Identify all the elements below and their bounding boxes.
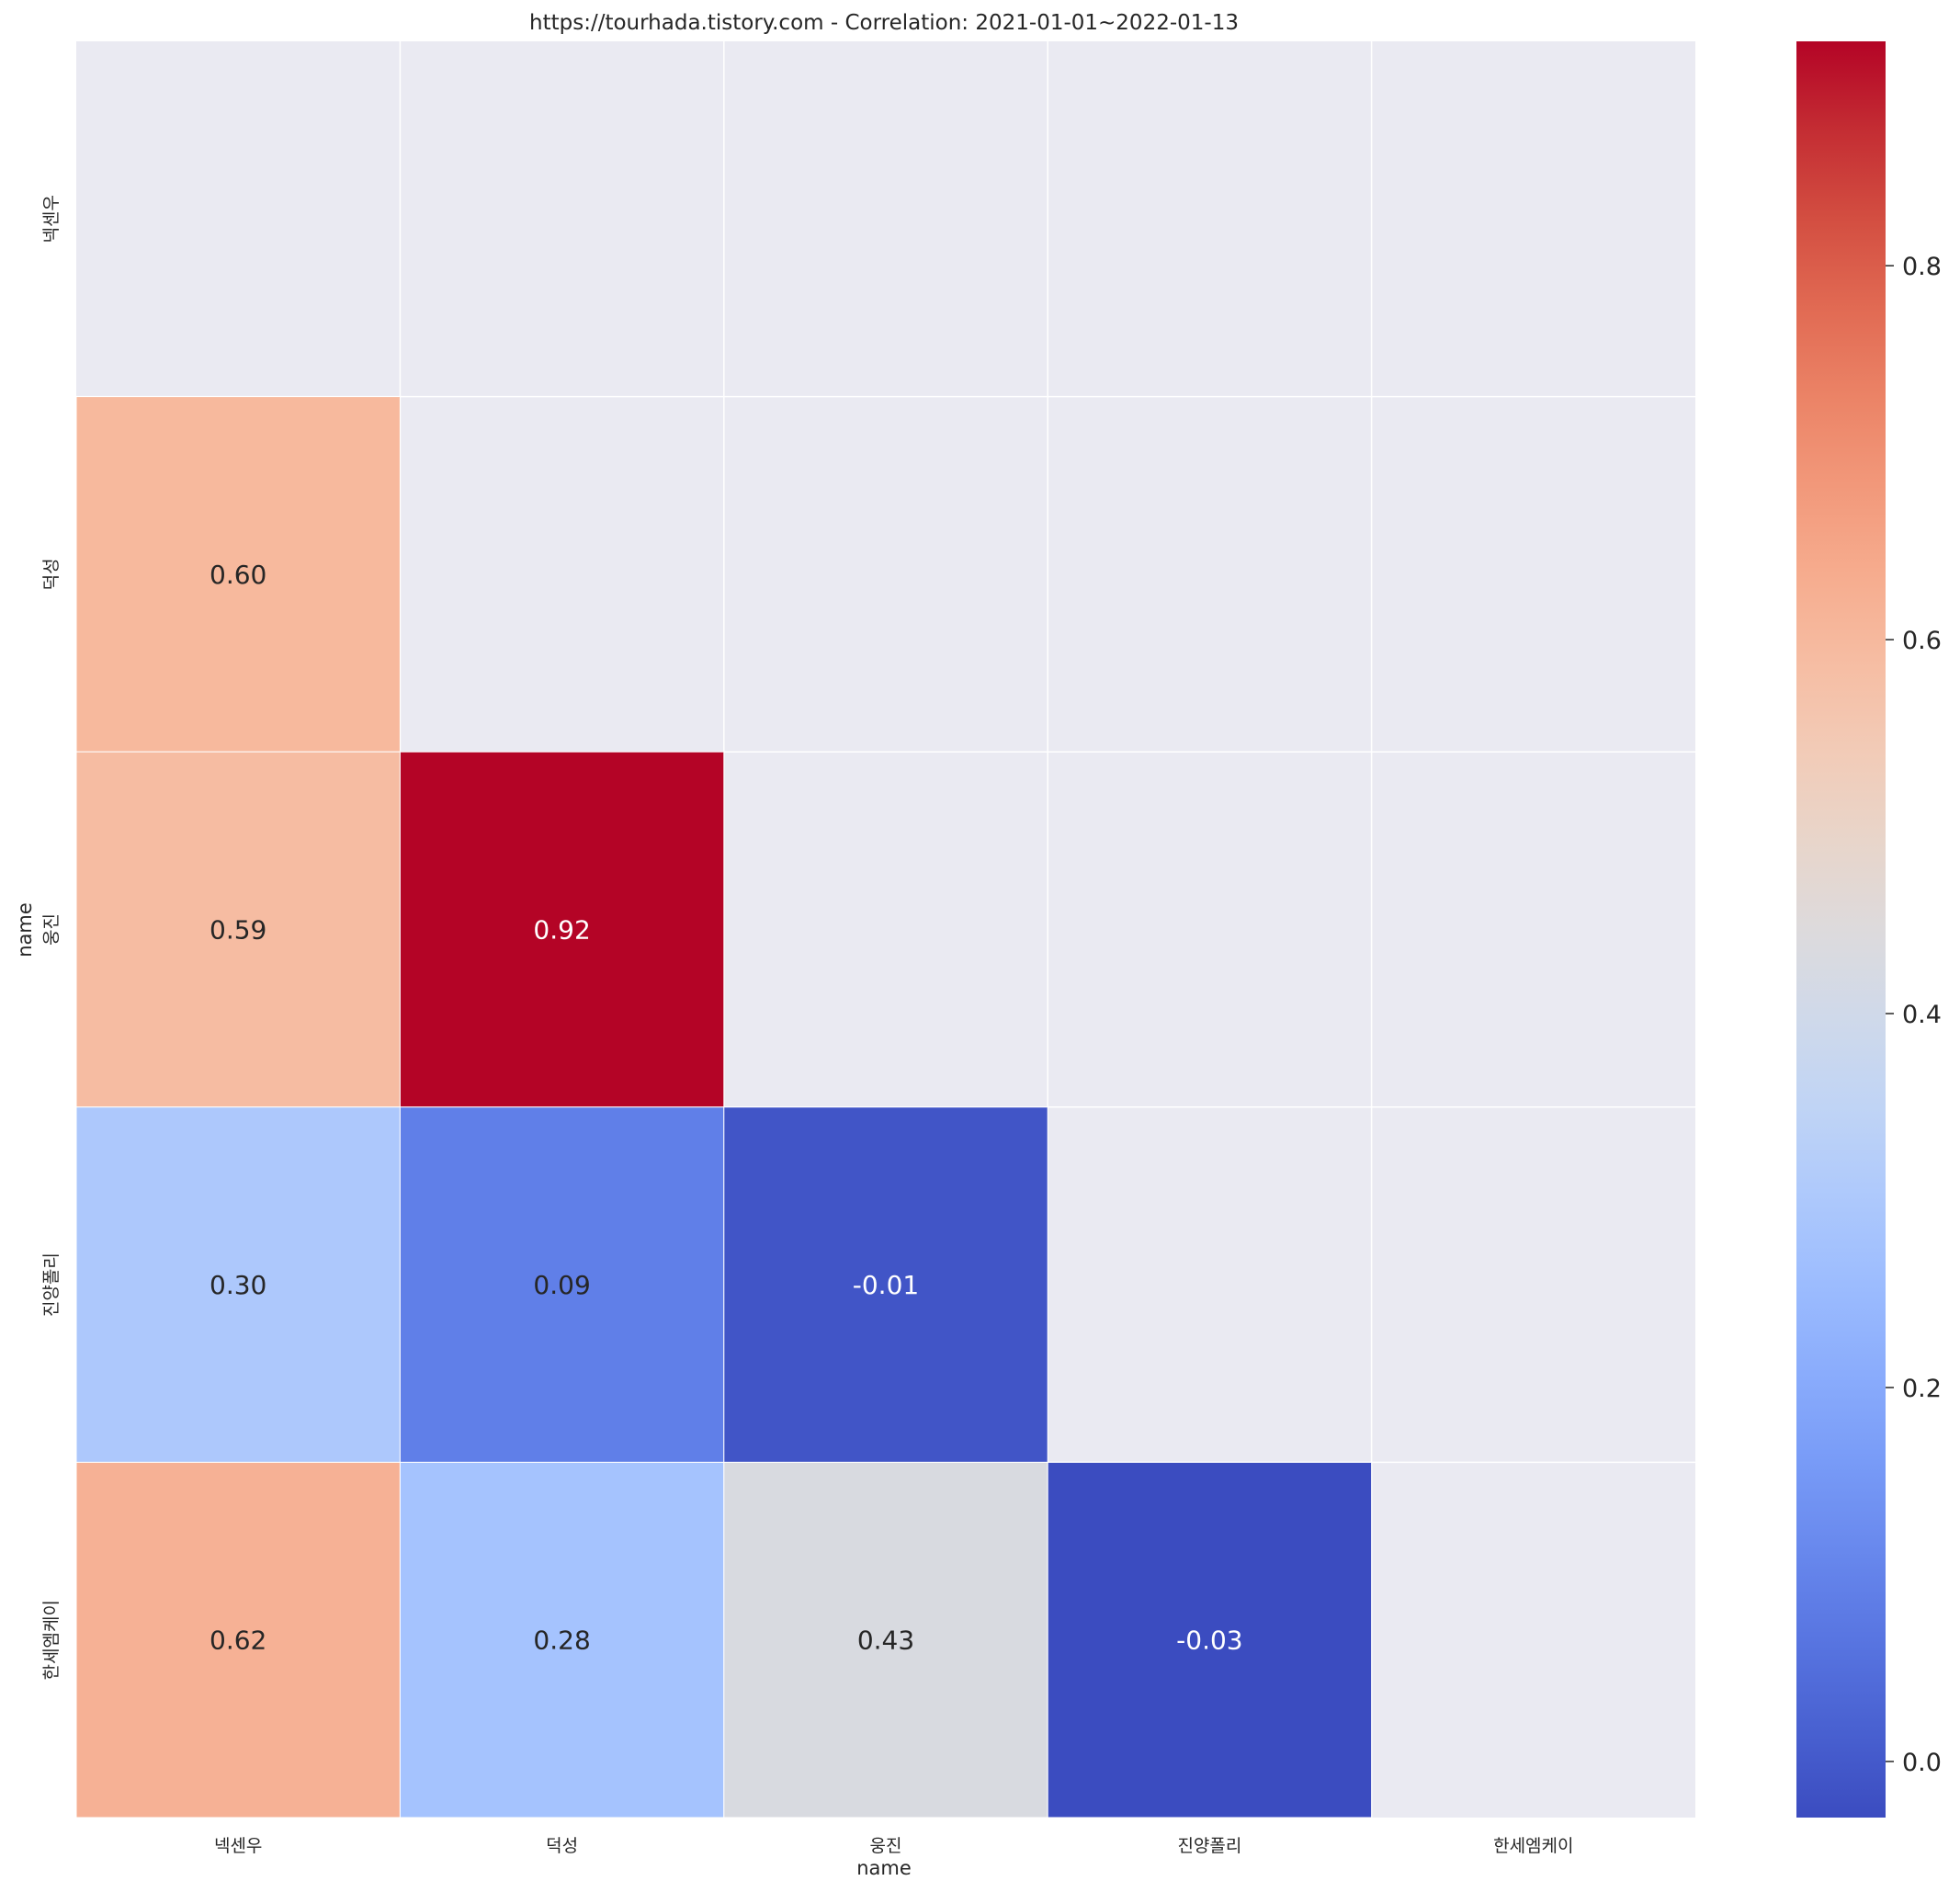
heatmap-cell: [75, 751, 401, 1108]
colorbar-tick-label: 0.0: [1902, 1749, 1942, 1777]
colorbar-tick-label: 0.4: [1902, 1001, 1942, 1029]
colorbar-tick-label: 0.6: [1902, 627, 1942, 655]
cell-value-label: 0.92: [533, 915, 590, 946]
chart-title: https://tourhada.tistory.com - Correlati…: [529, 11, 1239, 35]
x-tick-label: 덕성: [546, 1836, 578, 1856]
cell-value-label: -0.01: [853, 1270, 919, 1300]
x-axis-label: name: [856, 1857, 912, 1879]
x-tick-label: 넥센우: [214, 1836, 262, 1856]
colorbar-ticks: 0.0 0.2 0.4 0.6 0.8: [1886, 253, 1942, 1777]
heatmap-cell: [1047, 1461, 1373, 1818]
x-axis-tick-labels: 넥센우 덕성 웅진 진양폴리 한세엠케이: [214, 1836, 1574, 1856]
colorbar: [1796, 41, 1886, 1818]
y-tick-label: 한세엠케이: [41, 1600, 62, 1680]
x-tick-label: 한세엠케이: [1493, 1836, 1573, 1856]
colorbar-tick-label: 0.8: [1902, 253, 1942, 281]
heatmap-cell: [75, 1461, 401, 1818]
cell-value-label: 0.28: [533, 1626, 590, 1656]
heatmap-cell: [399, 1106, 725, 1463]
cell-value-label: 0.60: [210, 560, 266, 590]
cell-value-labels: 0.60 0.59 0.92 0.30 0.09 -0.01 0.62 0.28 0.43 -0.…: [210, 560, 1243, 1656]
cell-value-label: 0.43: [857, 1626, 914, 1656]
y-tick-label: 웅진: [41, 913, 62, 946]
y-axis-label: name: [14, 902, 36, 957]
cell-value-label: 0.59: [210, 915, 266, 946]
x-tick-label: 진양폴리: [1177, 1836, 1241, 1856]
plot-area: [75, 41, 1695, 1818]
colorbar-tick-label: 0.2: [1902, 1375, 1942, 1403]
x-tick-label: 웅진: [870, 1836, 902, 1856]
heatmap-cell: [399, 751, 725, 1108]
cell-value-label: 0.30: [210, 1270, 266, 1300]
cell-value-label: 0.62: [210, 1626, 266, 1656]
y-tick-label: 진양폴리: [41, 1252, 62, 1317]
heatmap-cell: [723, 1106, 1048, 1463]
heatmap-cell: [75, 396, 401, 753]
heatmap-cell: [723, 1461, 1048, 1818]
cell-value-label: 0.09: [533, 1270, 590, 1300]
heatmap-cell: [75, 1106, 401, 1463]
y-tick-label: 넥센우: [41, 195, 62, 243]
heatmap-cell: [399, 1461, 725, 1818]
cell-value-label: -0.03: [1176, 1626, 1242, 1656]
y-tick-label: 덕성: [41, 558, 62, 590]
